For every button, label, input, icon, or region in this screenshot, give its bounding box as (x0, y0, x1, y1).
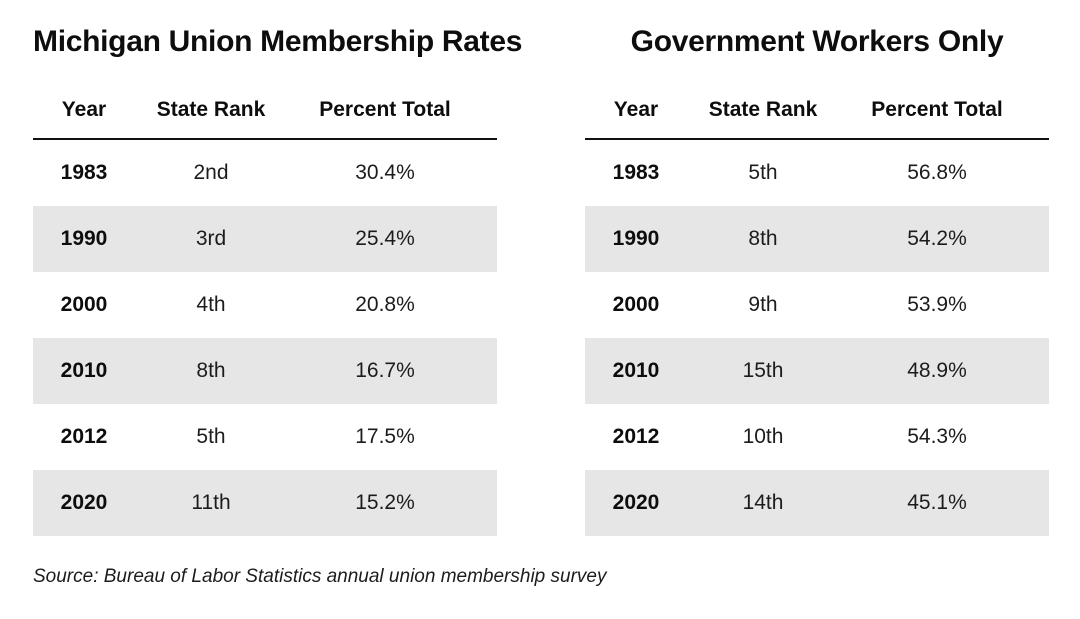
table-row: 1983 2nd 30.4% (33, 140, 497, 206)
rank-cell: 9th (748, 293, 778, 316)
table-title: Michigan Union Membership Rates (33, 25, 523, 58)
rank-cell: 8th (196, 359, 226, 382)
column-header-year: Year (61, 98, 107, 121)
table-row: 2000 4th 20.8% (33, 272, 497, 338)
year-cell: 2020 (60, 491, 108, 514)
government-workers-table: Government Workers Only Year State Rank … (585, 0, 1049, 536)
rank-cell: 8th (748, 227, 778, 250)
percent-cell: 25.4% (355, 227, 415, 250)
table-row: 1983 5th 56.8% (585, 140, 1049, 206)
percent-cell: 15.2% (355, 491, 415, 514)
year-cell: 2012 (60, 425, 108, 448)
header-rule (585, 138, 1049, 140)
column-header-state-rank: State Rank (708, 98, 818, 121)
column-header-year: Year (613, 98, 659, 121)
rank-cell: 2nd (193, 161, 229, 184)
table-row: 1990 8th 54.2% (585, 206, 1049, 272)
union-membership-table: Michigan Union Membership Rates Year Sta… (33, 0, 523, 536)
rank-cell: 15th (742, 359, 784, 382)
year-cell: 2010 (60, 359, 108, 382)
table-row: 2012 10th 54.3% (585, 404, 1049, 470)
table-row: 2012 5th 17.5% (33, 404, 497, 470)
rank-cell: 5th (196, 425, 226, 448)
rank-cell: 4th (196, 293, 226, 316)
percent-cell: 54.2% (907, 227, 967, 250)
column-header-percent-total: Percent Total (871, 98, 1003, 121)
year-cell: 2020 (612, 491, 660, 514)
year-cell: 2000 (612, 293, 660, 316)
table-row: 2000 9th 53.9% (585, 272, 1049, 338)
column-header-state-rank: State Rank (156, 98, 266, 121)
rank-cell: 11th (191, 491, 231, 514)
source-note: Source: Bureau of Labor Statistics annua… (33, 566, 607, 587)
header-rule (33, 138, 497, 140)
year-cell: 2000 (60, 293, 108, 316)
table-row: 2010 8th 16.7% (33, 338, 497, 404)
percent-cell: 53.9% (907, 293, 967, 316)
column-header-percent-total: Percent Total (319, 98, 451, 121)
percent-cell: 17.5% (355, 425, 415, 448)
percent-cell: 45.1% (907, 491, 967, 514)
table-row: 2010 15th 48.9% (585, 338, 1049, 404)
table-row: 1990 3rd 25.4% (33, 206, 497, 272)
year-cell: 2010 (612, 359, 660, 382)
table-title: Government Workers Only (630, 25, 1004, 58)
rank-cell: 3rd (195, 227, 227, 250)
rank-cell: 10th (742, 425, 784, 448)
year-cell: 1990 (60, 227, 108, 250)
year-cell: 2012 (612, 425, 660, 448)
percent-cell: 20.8% (355, 293, 415, 316)
rank-cell: 14th (742, 491, 784, 514)
rank-cell: 5th (748, 161, 778, 184)
year-cell: 1983 (60, 161, 108, 184)
percent-cell: 16.7% (355, 359, 415, 382)
table-row: 2020 11th 15.2% (33, 470, 497, 536)
percent-cell: 30.4% (355, 161, 415, 184)
percent-cell: 56.8% (907, 161, 967, 184)
year-cell: 1990 (612, 227, 660, 250)
table-body: 1983 5th 56.8% 1990 8th 54.2% 2000 9th 5… (585, 140, 1049, 536)
tables-row: Michigan Union Membership Rates Year Sta… (33, 0, 1049, 536)
percent-cell: 48.9% (907, 359, 967, 382)
table-body: 1983 2nd 30.4% 1990 3rd 25.4% 2000 4th 2… (33, 140, 497, 536)
percent-cell: 54.3% (907, 425, 967, 448)
table-row: 2020 14th 45.1% (585, 470, 1049, 536)
year-cell: 1983 (612, 161, 660, 184)
table-header-row: Year State Rank Percent Total (33, 98, 497, 122)
table-header-row: Year State Rank Percent Total (585, 98, 1049, 122)
